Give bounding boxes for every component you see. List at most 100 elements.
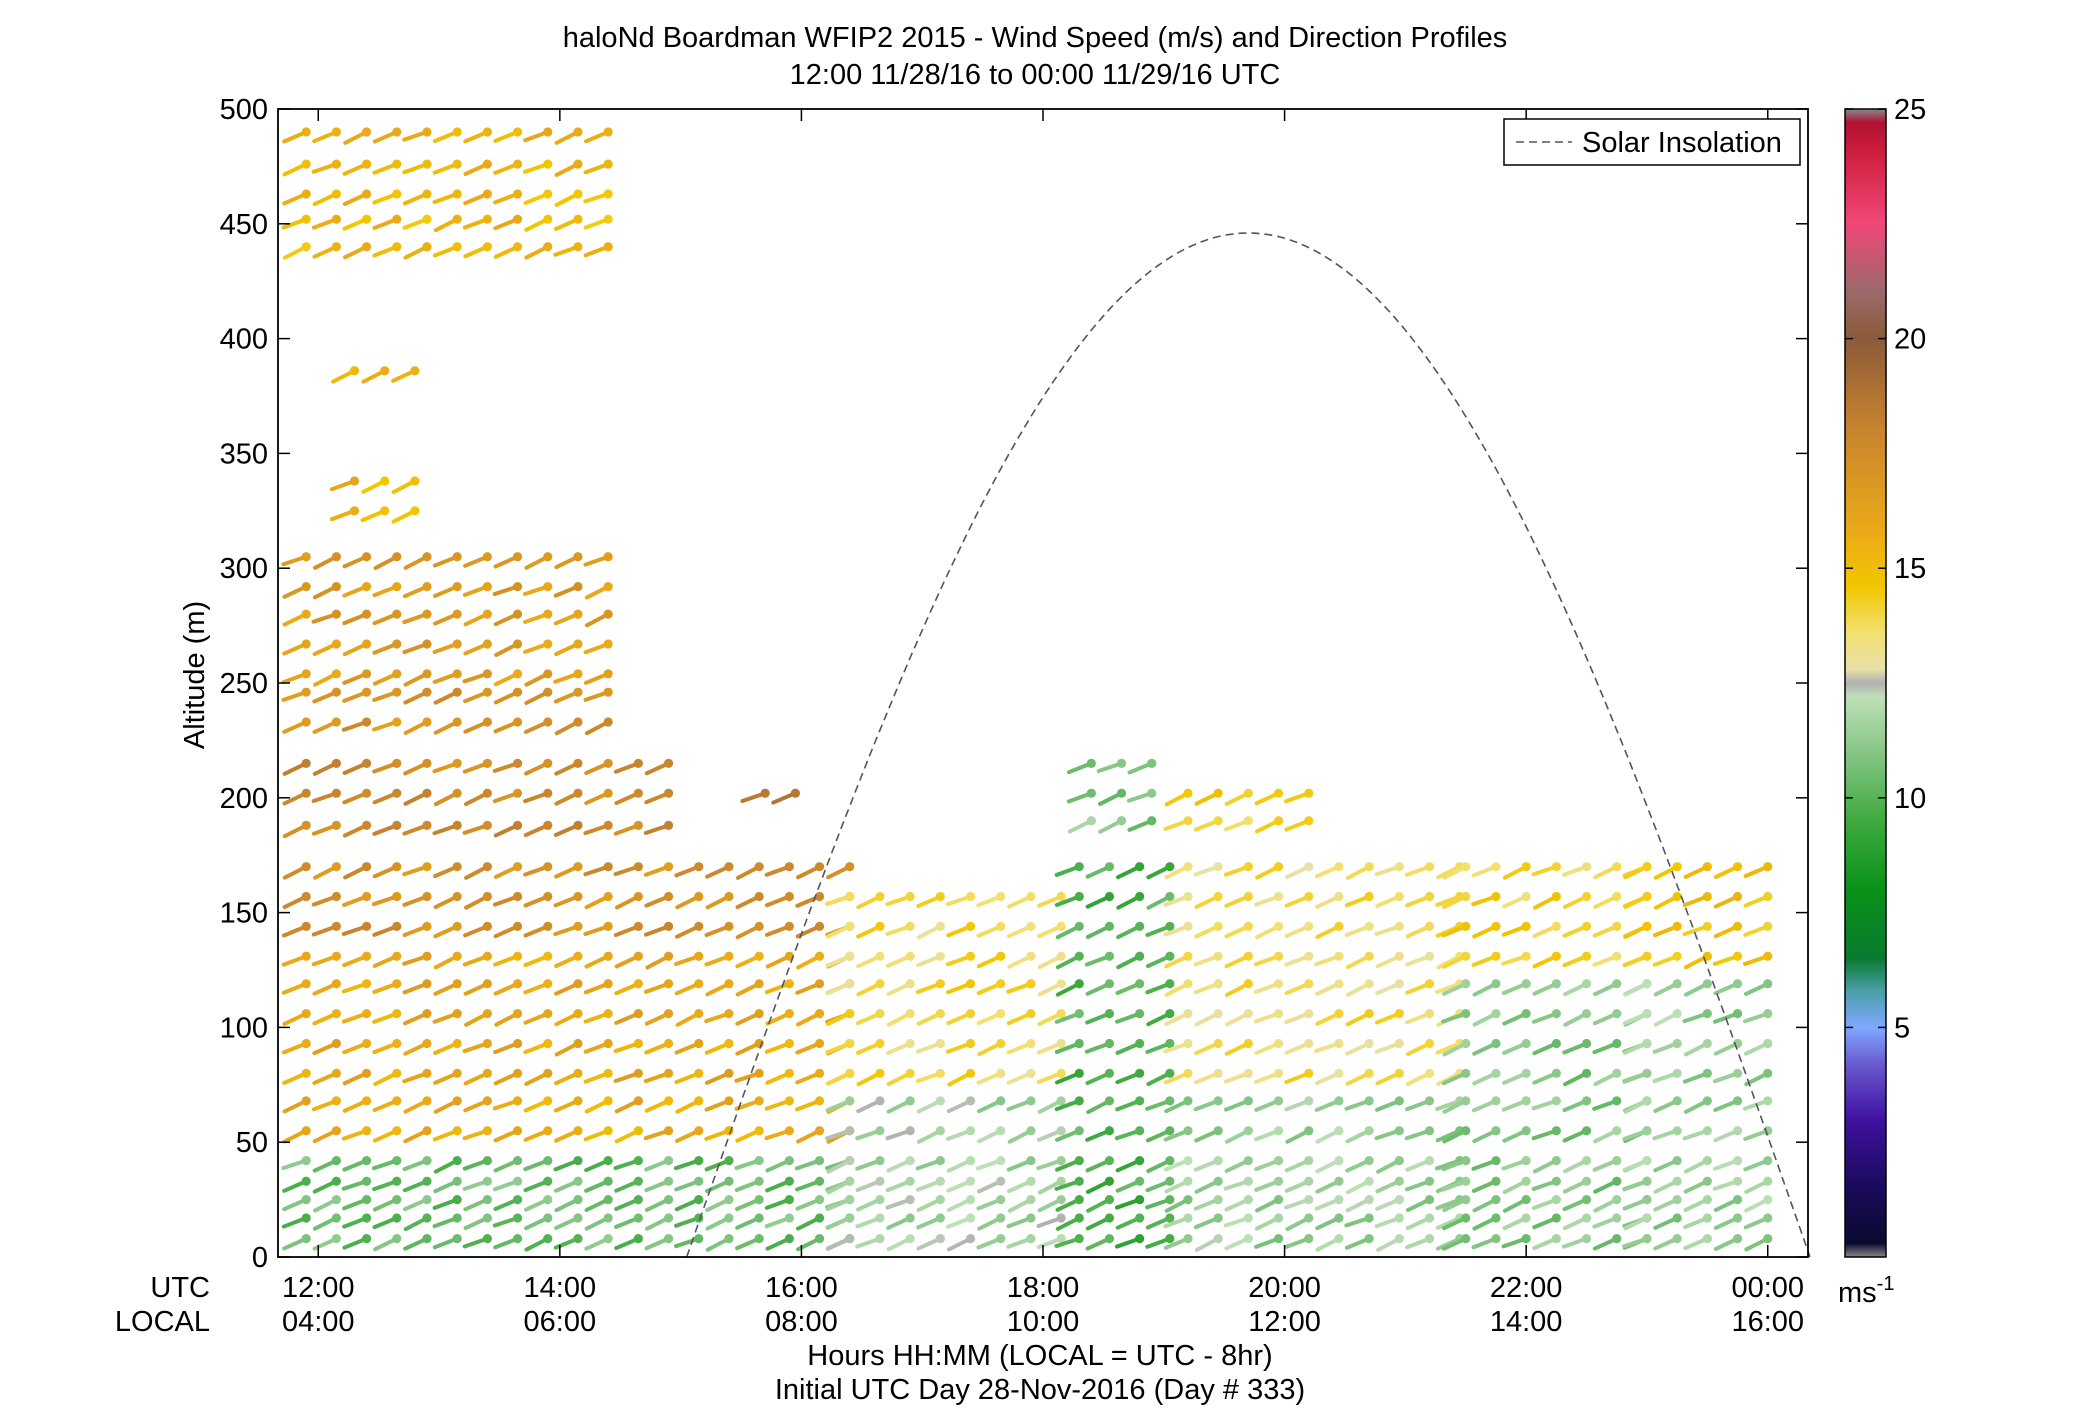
wind-barb-head [1074, 1096, 1084, 1106]
wind-barb-head [331, 1176, 341, 1186]
wind-barb [1344, 1213, 1374, 1228]
wind-barb [1163, 1234, 1193, 1250]
wind-barb-head [1135, 1176, 1145, 1186]
wind-barb-head [1364, 1038, 1374, 1049]
wind-barb-head [1424, 1213, 1435, 1223]
wind-barb-head [1213, 979, 1223, 989]
wind-barb [915, 1155, 945, 1171]
wind-barb-head [1581, 1096, 1592, 1106]
wind-barb-head [1461, 979, 1471, 989]
wind-barb-head [543, 717, 553, 727]
wind-barb-head [301, 1126, 311, 1136]
wind-barb [433, 581, 462, 598]
wind-barb [1086, 1096, 1115, 1115]
colorbar-tick-label: 25 [1894, 94, 1926, 126]
wind-barb-head [512, 758, 523, 768]
wind-barb-head [633, 1068, 643, 1078]
wind-barb [1115, 1009, 1145, 1024]
y-tick-label: 450 [220, 209, 268, 241]
wind-barb [885, 891, 915, 907]
wind-barb-head [965, 1234, 976, 1244]
wind-barb-head [1304, 1096, 1314, 1106]
wind-barb-head [603, 552, 613, 562]
wind-barb [976, 1068, 1006, 1085]
wind-barb [1164, 951, 1193, 969]
wind-barb [704, 951, 734, 967]
wind-barb-head [452, 1038, 462, 1049]
wind-barb [826, 1068, 855, 1086]
wind-barb [402, 921, 432, 938]
wind-barb-head [1135, 951, 1145, 961]
wind-barb-head [965, 1038, 976, 1049]
wind-barb-head [573, 788, 583, 798]
wind-barbs [281, 127, 1773, 1252]
wind-barb-head [1702, 921, 1712, 931]
wind-barb-head [1521, 1155, 1531, 1166]
wind-barb [1592, 1234, 1622, 1251]
wind-barb-head [1763, 979, 1773, 989]
wind-barb [554, 127, 583, 145]
wind-barb [553, 891, 583, 908]
wind-barb [1254, 1068, 1284, 1084]
wind-barb [885, 921, 915, 936]
wind-barb-head [1521, 1096, 1531, 1106]
wind-barb [1223, 1068, 1253, 1084]
wind-barb [1743, 951, 1773, 966]
wind-barb [1224, 891, 1253, 908]
wind-barb [1163, 1126, 1193, 1142]
wind-barb-head [452, 159, 462, 169]
wind-barb [1193, 862, 1223, 877]
wind-barb [1441, 979, 1471, 996]
wind-barb [1006, 1155, 1036, 1172]
wind-barb [372, 242, 402, 258]
x-tick-label-local: 12:00 [1248, 1306, 1321, 1338]
wind-barb-head [331, 687, 341, 697]
wind-barb [402, 951, 432, 966]
wind-barb-head [935, 1234, 945, 1244]
wind-barb [764, 1213, 794, 1229]
wind-barb [1345, 1195, 1374, 1213]
wind-barb-head [814, 1213, 825, 1223]
wind-barb-head [1642, 1038, 1652, 1049]
wind-barb [554, 1068, 583, 1086]
wind-barb-head [1147, 758, 1157, 768]
wind-barb [1623, 1213, 1652, 1231]
wind-barb-head [1243, 1195, 1253, 1205]
wind-barb [1532, 951, 1561, 969]
wind-barb-head [1491, 951, 1501, 961]
wind-barb-head [1074, 1176, 1084, 1186]
wind-barb [825, 1234, 855, 1251]
wind-barb-head [1642, 1195, 1652, 1205]
wind-barb [825, 1096, 855, 1113]
wind-barb-head [1273, 788, 1284, 798]
wind-barb-head [301, 581, 311, 592]
wind-barb [1471, 1155, 1501, 1171]
wind-barb [1441, 1234, 1471, 1251]
wind-barb [734, 1068, 764, 1083]
wind-barb-head [1074, 862, 1084, 872]
colorbar-tick-label: 15 [1894, 553, 1926, 585]
wind-barb [1743, 862, 1773, 879]
wind-barb-head [694, 1009, 704, 1019]
wind-barb-head [603, 687, 613, 697]
wind-barb-head [845, 1176, 855, 1186]
wind-barb-head [543, 1213, 553, 1223]
wind-barb-head [361, 820, 372, 830]
wind-barb [947, 1068, 976, 1087]
wind-barb [1531, 1176, 1561, 1191]
wind-barb-head [1394, 1213, 1404, 1223]
wind-barb-head [724, 1176, 734, 1186]
wind-barb-head [543, 127, 553, 137]
wind-barb [1194, 1126, 1223, 1143]
wind-barb-head [1424, 1009, 1435, 1019]
wind-barb [1683, 1234, 1712, 1251]
wind-barb-head [1551, 1096, 1561, 1106]
wind-barb [856, 1068, 885, 1087]
wind-barb-head [301, 1234, 311, 1244]
wind-barb-head [724, 891, 734, 902]
wind-barb-head [1334, 1038, 1344, 1049]
wind-barb [1224, 788, 1253, 806]
wind-barb [1055, 1155, 1084, 1172]
wind-barb-head [1056, 891, 1066, 902]
wind-barb-head [1763, 891, 1773, 902]
